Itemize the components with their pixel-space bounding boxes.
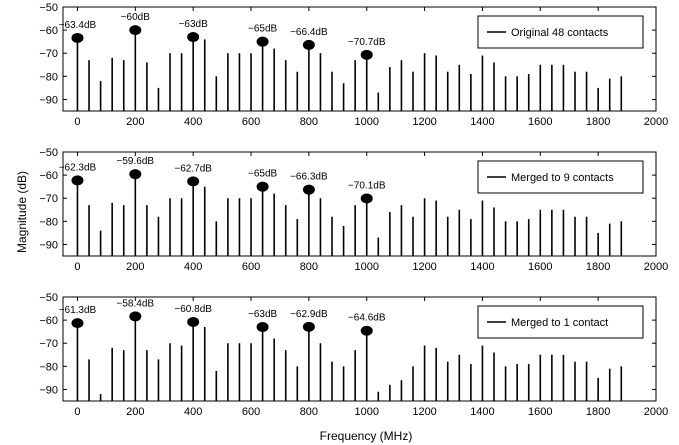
panel-1-peak-label: −66.4dB — [290, 27, 328, 38]
panel-3-peak-marker — [360, 325, 373, 336]
panel-1-x-tick-label: 1400 — [470, 116, 494, 128]
panel-3-x-tick-label: 200 — [126, 406, 144, 418]
panel-3-x-tick-label: 2000 — [644, 406, 668, 418]
panel-2-peak-marker — [187, 176, 200, 187]
panel-3-y-tick-label: −50 — [39, 292, 58, 304]
panel-1-peak-label: −60dB — [121, 12, 151, 23]
panel-3-legend-label: Merged to 1 contact — [511, 317, 608, 329]
panel-2-x-tick-label: 800 — [300, 261, 318, 273]
panel-1-peak-marker — [256, 36, 269, 47]
panel-1-y-tick-label: −50 — [39, 2, 58, 14]
panel-2-peak-label: −62.3dB — [59, 162, 97, 173]
y-axis-label: Magnitude (dB) — [15, 171, 29, 253]
panel-3-x-tick-label: 1000 — [354, 406, 378, 418]
panel-2-peak-label: −65dB — [248, 169, 278, 180]
panel-2-x-tick-label: 1000 — [354, 261, 378, 273]
panel-1-peak-marker — [302, 39, 315, 50]
panel-3-x-tick-label: 600 — [242, 406, 260, 418]
panel-3-x-tick-label: 1200 — [412, 406, 436, 418]
panel-1-y-tick-label: −90 — [39, 94, 58, 106]
panel-2-peak-marker — [256, 181, 269, 192]
panel-3-peak-marker — [302, 321, 315, 332]
panel-1-y-tick-label: −60 — [39, 25, 58, 37]
panel-3-y-tick-label: −80 — [39, 361, 58, 373]
panel-3-peak-marker — [71, 318, 84, 329]
panel-3-peak-label: −60.8dB — [174, 304, 212, 315]
panel-3-peak-label: −58.4dB — [117, 298, 155, 309]
panel-3-y-tick-label: −70 — [39, 338, 58, 350]
panel-2-x-tick-label: 200 — [126, 261, 144, 273]
panel-1-peak-marker — [187, 32, 200, 43]
panel-2-x-tick-label: 1400 — [470, 261, 494, 273]
panel-3-peak-label: −63dB — [248, 309, 278, 320]
panel-2-y-tick-label: −60 — [39, 170, 58, 182]
panel-3-y-tick-label: −90 — [39, 384, 58, 396]
panel-3-peak-label: −62.9dB — [290, 309, 328, 320]
panel-2-peak-label: −70.1dB — [348, 180, 386, 191]
panel-3-peak-label: −64.6dB — [348, 313, 386, 324]
panel-3-y-tick-label: −60 — [39, 315, 58, 327]
panel-2-peak-marker — [360, 193, 373, 204]
panel-1-peak-label: −70.7dB — [348, 37, 386, 48]
panel-2-y-tick-label: −80 — [39, 216, 58, 228]
panel-3-x-tick-label: 800 — [300, 406, 318, 418]
panel-3-x-tick-label: 400 — [184, 406, 202, 418]
panel-2-y-tick-label: −90 — [39, 239, 58, 251]
panel-3-x-tick-label: 1400 — [470, 406, 494, 418]
panel-3-axes-frame — [62, 296, 657, 402]
panel-3-x-tick-label: 1600 — [528, 406, 552, 418]
x-axis-label: Frequency (MHz) — [320, 429, 413, 443]
panel-1-x-tick-label: 0 — [74, 116, 80, 128]
panel-2-peak-label: −59.6dB — [117, 156, 155, 167]
panel-1-x-tick-label: 800 — [300, 116, 318, 128]
panel-1-legend-label: Original 48 contacts — [511, 27, 609, 39]
panel-1-peak-label: −63dB — [179, 19, 209, 30]
panel-1-x-tick-label: 400 — [184, 116, 202, 128]
panel-2-y-tick-label: −50 — [39, 147, 58, 159]
panel-2-x-tick-label: 1800 — [586, 261, 610, 273]
panel-2-axes-frame — [62, 151, 657, 257]
panel-1-x-tick-label: 1600 — [528, 116, 552, 128]
panel-2-x-tick-label: 1200 — [412, 261, 436, 273]
panel-3-peak-marker — [129, 311, 142, 322]
panel-2-peak-marker — [71, 175, 84, 186]
panel-1-x-tick-label: 1800 — [586, 116, 610, 128]
panel-2-peak-marker — [129, 169, 142, 180]
panel-2-peak-label: −66.3dB — [290, 172, 328, 183]
panel-2-legend-label: Merged to 9 contacts — [511, 172, 614, 184]
panel-2-x-tick-label: 400 — [184, 261, 202, 273]
panel-2-peak-marker — [302, 184, 315, 195]
panel-1-axes-frame — [62, 6, 657, 112]
panel-1-peak-label: −65dB — [248, 24, 278, 35]
panel-2-y-tick-label: −70 — [39, 193, 58, 205]
panel-3-peak-marker — [256, 322, 269, 333]
panel-1-peak-label: −63.4dB — [59, 20, 97, 31]
panel-2-x-tick-label: 2000 — [644, 261, 668, 273]
panel-3-x-tick-label: 0 — [74, 406, 80, 418]
panel-2-x-tick-label: 1600 — [528, 261, 552, 273]
panel-1-y-tick-label: −80 — [39, 71, 58, 83]
panel-1-x-tick-label: 600 — [242, 116, 260, 128]
panel-1-peak-marker — [129, 25, 142, 36]
panel-3-peak-marker — [187, 316, 200, 327]
panel-3-peak-label: −61.3dB — [59, 305, 97, 316]
panel-1-x-tick-label: 1000 — [354, 116, 378, 128]
panel-1-x-tick-label: 2000 — [644, 116, 668, 128]
panel-1-x-tick-label: 1200 — [412, 116, 436, 128]
panel-2-peak-label: −62.7dB — [174, 163, 212, 174]
panel-2-x-tick-label: 0 — [74, 261, 80, 273]
panel-1-peak-marker — [360, 49, 373, 60]
panel-1-x-tick-label: 200 — [126, 116, 144, 128]
panel-3-x-tick-label: 1800 — [586, 406, 610, 418]
panel-1-peak-marker — [71, 32, 84, 43]
panel-2-x-tick-label: 600 — [242, 261, 260, 273]
panel-1-y-tick-label: −70 — [39, 48, 58, 60]
